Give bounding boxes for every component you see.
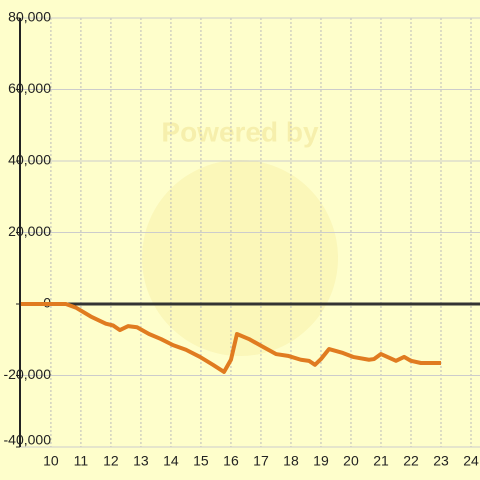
y-tick-label: -40,000 — [4, 432, 52, 448]
x-tick-label: 12 — [103, 453, 119, 469]
y-tick-label: -20,000 — [4, 366, 52, 382]
x-tick-label: 24 — [463, 453, 479, 469]
x-tick-label: 18 — [283, 453, 299, 469]
x-tick-label: 22 — [403, 453, 419, 469]
x-tick-label: 17 — [253, 453, 269, 469]
x-tick-label: 11 — [74, 453, 89, 469]
x-tick-label: 10 — [43, 453, 59, 469]
x-tick-label: 21 — [373, 453, 389, 469]
watermark-logo — [142, 160, 338, 356]
x-tick-label: 13 — [133, 453, 149, 469]
x-tick-label: 14 — [163, 453, 179, 469]
x-tick-label: 20 — [343, 453, 359, 469]
x-tick-label: 15 — [193, 453, 209, 469]
data-line — [20, 302, 441, 374]
y-tick-label: 60,000 — [8, 80, 51, 96]
x-tick-label: 23 — [433, 453, 449, 469]
y-tick-label: 40,000 — [8, 152, 51, 168]
y-tick-label: 80,000 — [8, 9, 51, 25]
watermark: Powered by — [161, 116, 319, 147]
y-tick-label: 20,000 — [8, 223, 51, 239]
x-tick-label: 16 — [223, 453, 239, 469]
x-tick-label: 19 — [313, 453, 329, 469]
